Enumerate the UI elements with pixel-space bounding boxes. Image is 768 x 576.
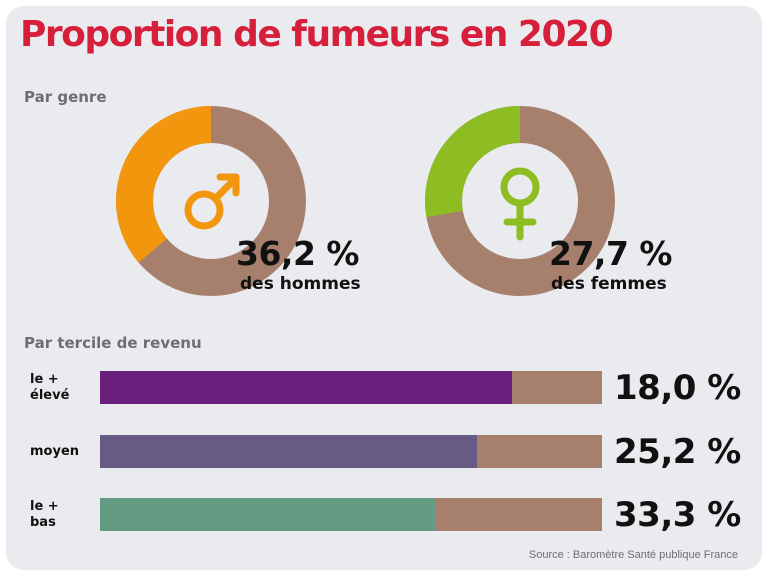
- income-bar-fill-low: [100, 498, 437, 531]
- income-row-label-high: le + élevé: [30, 372, 70, 403]
- page-title: Proportion de fumeurs en 2020: [20, 14, 614, 55]
- income-row-label-low: le + bas: [30, 499, 59, 530]
- income-bar-low: [100, 498, 602, 531]
- women-donut: [425, 106, 615, 296]
- income-bar-high: [100, 371, 602, 404]
- female-symbol-icon: [500, 167, 540, 241]
- men-donut: [116, 106, 306, 296]
- women-donut-value-arc: [425, 106, 615, 296]
- men-percentage: 36,2 %: [236, 234, 359, 273]
- women-percentage: 27,7 %: [549, 234, 672, 273]
- income-bar-fill-high: [100, 371, 512, 404]
- men-caption: des hommes: [240, 274, 361, 294]
- income-row-label-mid: moyen: [30, 444, 80, 459]
- income-value-low: 33,3 %: [614, 495, 741, 535]
- income-value-mid: 25,2 %: [614, 432, 741, 472]
- income-bar-fill-mid: [100, 435, 477, 468]
- income-bar-mid: [100, 435, 602, 468]
- income-value-high: 18,0 %: [614, 368, 741, 408]
- income-section-label: Par tercile de revenu: [24, 334, 202, 352]
- women-caption: des femmes: [551, 274, 667, 294]
- infographic-card: [6, 6, 762, 570]
- gender-section-label: Par genre: [24, 88, 107, 106]
- source-note: Source : Baromètre Santé publique France: [528, 549, 738, 561]
- men-donut-value-arc: [116, 106, 306, 296]
- male-symbol-icon: [184, 173, 240, 230]
